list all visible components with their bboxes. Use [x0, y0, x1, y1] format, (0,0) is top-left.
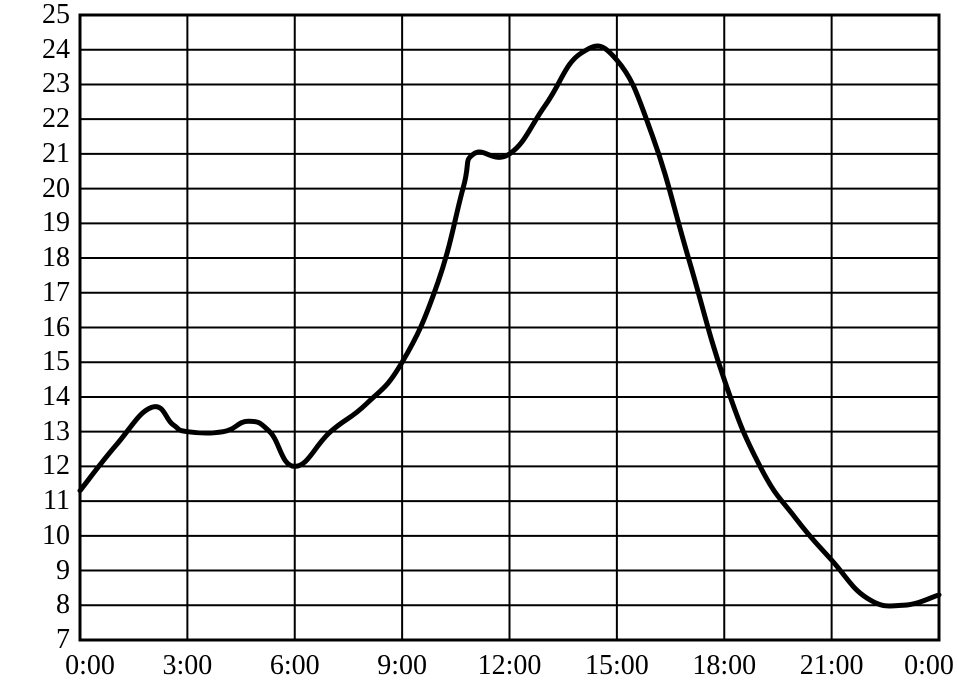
x-tick-label: 9:00	[377, 652, 427, 680]
x-tick-label: 15:00	[585, 652, 649, 680]
y-tick-label: 9	[56, 557, 70, 585]
y-tick-label: 20	[42, 175, 70, 203]
chart-canvas	[0, 0, 959, 692]
x-tick-label: 3:00	[162, 652, 212, 680]
y-tick-label: 22	[42, 105, 70, 133]
y-tick-label: 8	[56, 591, 70, 619]
y-tick-label: 19	[42, 209, 70, 237]
line-chart-figure: 789101112131415161718192021222324250:003…	[0, 0, 959, 692]
x-tick-label: 21:00	[800, 652, 864, 680]
x-tick-label: 18:00	[692, 652, 756, 680]
y-tick-label: 25	[42, 1, 70, 29]
y-tick-label: 17	[42, 279, 70, 307]
x-tick-label: 6:00	[270, 652, 320, 680]
y-tick-label: 14	[42, 383, 70, 411]
y-tick-label: 12	[42, 452, 70, 480]
y-tick-label: 18	[42, 244, 70, 272]
y-tick-label: 13	[42, 418, 70, 446]
y-tick-label: 23	[42, 70, 70, 98]
x-tick-label: 0:00	[904, 652, 954, 680]
y-tick-label: 11	[43, 487, 70, 515]
x-tick-label: 0:00	[65, 652, 115, 680]
y-tick-label: 24	[42, 36, 70, 64]
x-tick-label: 12:00	[478, 652, 542, 680]
y-tick-label: 21	[42, 140, 70, 168]
y-tick-label: 16	[42, 314, 70, 342]
y-tick-label: 10	[42, 522, 70, 550]
y-tick-label: 15	[42, 348, 70, 376]
